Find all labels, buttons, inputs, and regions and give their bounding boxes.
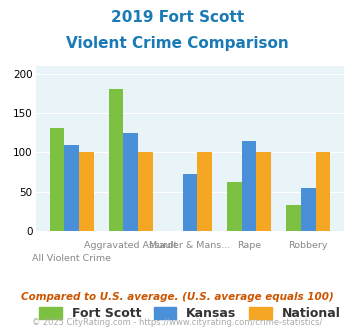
Bar <box>197 152 212 231</box>
Text: Robbery: Robbery <box>288 241 328 250</box>
Bar <box>301 188 316 231</box>
Text: © 2025 CityRating.com - https://www.cityrating.com/crime-statistics/: © 2025 CityRating.com - https://www.city… <box>32 318 323 327</box>
Text: Compared to U.S. average. (U.S. average equals 100): Compared to U.S. average. (U.S. average … <box>21 292 334 302</box>
Text: Rape: Rape <box>237 241 261 250</box>
Legend: Fort Scott, Kansas, National: Fort Scott, Kansas, National <box>39 307 340 320</box>
Bar <box>79 152 94 231</box>
Text: Violent Crime Comparison: Violent Crime Comparison <box>66 36 289 51</box>
Bar <box>182 174 197 231</box>
Text: 2019 Fort Scott: 2019 Fort Scott <box>111 10 244 25</box>
Bar <box>242 141 256 231</box>
Text: All Violent Crime: All Violent Crime <box>32 254 111 263</box>
Bar <box>227 182 242 231</box>
Text: Aggravated Assault: Aggravated Assault <box>84 241 178 250</box>
Bar <box>64 145 79 231</box>
Bar <box>286 205 301 231</box>
Bar <box>256 152 271 231</box>
Text: Murder & Mans...: Murder & Mans... <box>149 241 230 250</box>
Bar <box>50 128 64 231</box>
Bar <box>109 89 124 231</box>
Bar <box>316 152 330 231</box>
Bar <box>138 152 153 231</box>
Bar <box>124 133 138 231</box>
